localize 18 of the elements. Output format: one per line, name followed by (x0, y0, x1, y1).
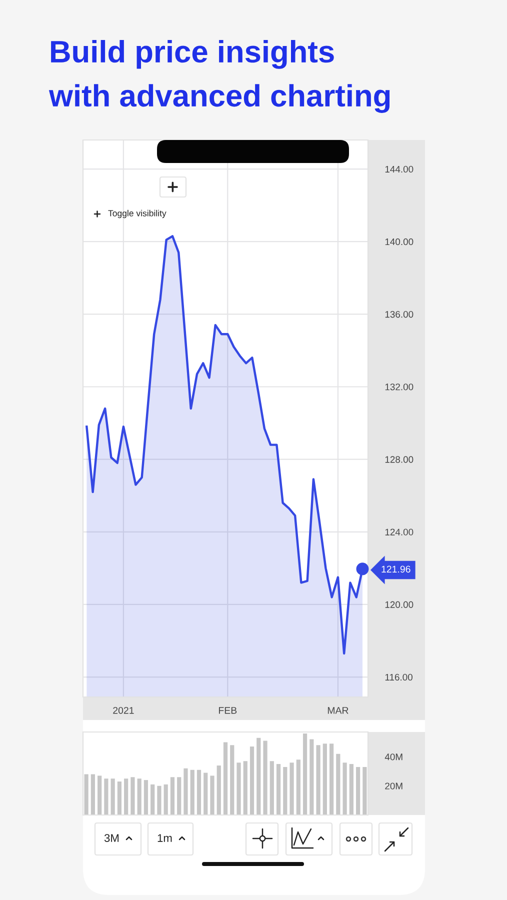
x-tick-label: FEB (218, 707, 237, 714)
y-tick-label: 144.00 (385, 166, 414, 173)
chart-title: Build price insights with advanced charting (48, 40, 390, 113)
y-tick-label: 20M (385, 782, 402, 790)
y-tick-label: 124.00 (385, 528, 414, 536)
annotation: Toggle visibility (108, 210, 166, 218)
y-tick-label: 40M (384, 754, 402, 760)
y-tick-label: 128.00 (385, 456, 414, 463)
x-tick-label: 2021 (113, 706, 134, 714)
y-tick-label: 136.00 (385, 311, 414, 318)
y-tick-label: 140.00 (385, 238, 414, 246)
text: 3M (104, 834, 119, 842)
y-tick-label: 132.00 (385, 384, 414, 390)
text: 121.96 (382, 566, 410, 573)
x-tick-label: MAR (328, 707, 348, 714)
text: 1m (158, 834, 172, 842)
y-tick-label: 116.00 (385, 674, 412, 681)
y-tick-label: 120.00 (385, 601, 414, 608)
